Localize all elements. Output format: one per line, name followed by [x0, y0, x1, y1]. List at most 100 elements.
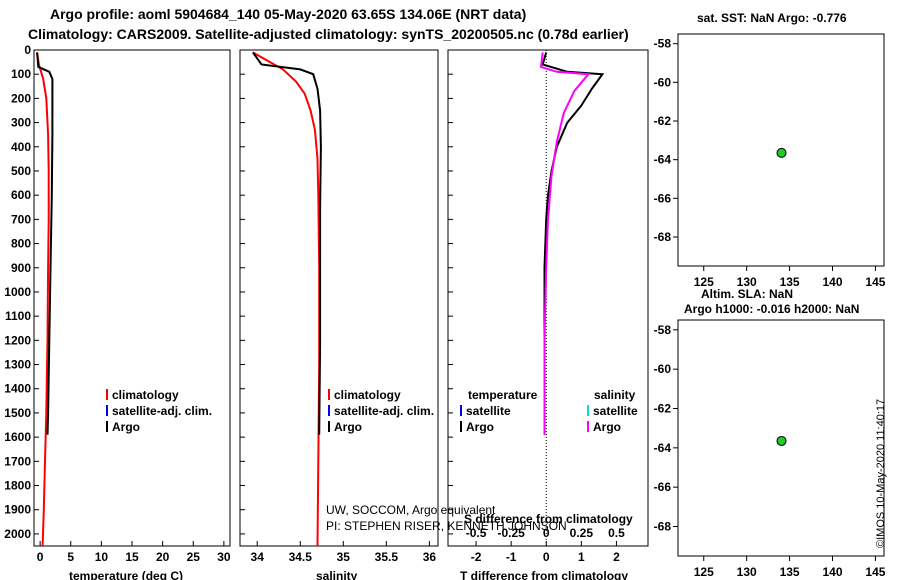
difference-x-axis-label: T difference from climatology — [460, 569, 628, 580]
sst_map-xtick-label: 130 — [737, 275, 757, 289]
temperature-xtick-label: 25 — [187, 550, 201, 564]
depth-tick-label: 400 — [11, 140, 31, 154]
salinity-xtick-label: 34.5 — [289, 550, 313, 564]
sst_map-xtick-label: 125 — [694, 275, 714, 289]
sst_map-xtick-label: 145 — [865, 275, 885, 289]
depth-tick-label: 1900 — [4, 503, 31, 517]
salinity-xtick-label: 34 — [251, 550, 265, 564]
temperature-legend-argo-label: Argo — [112, 420, 140, 434]
salinity-xtick-label: 36 — [423, 550, 437, 564]
sst_map-xtick-label: 135 — [780, 275, 800, 289]
depth-tick-label: 1400 — [4, 382, 31, 396]
sst_map-frame — [677, 33, 885, 267]
temperature-xtick-label: 5 — [67, 550, 74, 564]
sst_map-ytick-label: -66 — [654, 191, 672, 205]
sla_map-ytick-label: -66 — [654, 480, 672, 494]
depth-tick-label: 1100 — [5, 309, 31, 323]
salinity-legend-climatology-label: climatology — [334, 388, 401, 402]
temperature-xtick-label: 30 — [217, 550, 231, 564]
temperature-xtick-label: 20 — [156, 550, 170, 564]
page-title-line1: Argo profile: aoml 5904684_140 05-May-20… — [50, 6, 527, 22]
sla_map-xtick-label: 130 — [737, 565, 757, 579]
depth-tick-label: 100 — [11, 67, 31, 81]
salinity-xtick-label: 35.5 — [375, 550, 399, 564]
difference-legend-salinity-title: salinity — [594, 388, 636, 402]
depth-tick-label: 1700 — [4, 454, 31, 468]
temperature-series-argo — [36, 52, 54, 435]
depth-tick-label: 500 — [11, 164, 31, 178]
depth-tick-label: 1300 — [4, 358, 31, 372]
sst-map-title: sat. SST: NaN Argo: -0.776 — [697, 11, 847, 25]
difference-legend-t-argo-label: Argo — [466, 420, 494, 434]
depth-tick-label: 1600 — [4, 430, 31, 444]
imos-stamp: ©IMOS 10-May-2020 11:40:17 — [875, 398, 887, 548]
sal-diff-tick-label: 0 — [543, 526, 550, 540]
temperature-xtick-label: 15 — [125, 550, 139, 564]
sla-map-title-line2: Argo h1000: -0.016 h2000: NaN — [684, 302, 859, 316]
temperature-legend-satellite-label: satellite-adj. clim. — [112, 404, 212, 418]
depth-tick-label: 900 — [11, 261, 31, 275]
difference-series-s-difference-argo- — [539, 52, 591, 435]
salinity-legend-argo-label: Argo — [334, 420, 362, 434]
sal-diff-tick-label: -0.5 — [466, 526, 487, 540]
depth-tick-label: 200 — [11, 91, 31, 105]
sla-map-title-line1: Altim. SLA: NaN — [701, 287, 793, 301]
sst_map-ytick-label: -68 — [654, 230, 672, 244]
credit-line2: PI: STEPHEN RISER, KENNETH JOHNSON — [326, 519, 567, 533]
difference-panel-frame — [447, 49, 649, 547]
sla_map-ytick-label: -60 — [654, 362, 672, 376]
depth-tick-label: 600 — [11, 188, 31, 202]
depth-tick-label: 1500 — [4, 406, 31, 420]
sla_map-xtick-label: 145 — [865, 565, 885, 579]
sst_map-ytick-label: -64 — [654, 153, 672, 167]
sla_map-xtick-label: 125 — [694, 565, 714, 579]
sla_map-ytick-label: -58 — [654, 323, 672, 337]
difference-legend-s-argo-label: Argo — [593, 420, 621, 434]
credit-line1: UW, SOCCOM, Argo equivalent — [326, 503, 496, 517]
depth-tick-label: 1000 — [4, 285, 31, 299]
depth-tick-label: 2000 — [4, 527, 31, 541]
sst_map-ytick-label: -62 — [654, 114, 672, 128]
salinity-xtick-label: 35 — [337, 550, 351, 564]
sal-diff-axis-label: S difference from climatology — [464, 512, 633, 526]
sla_map-xtick-label: 135 — [780, 565, 800, 579]
sst_map-ytick-label: -58 — [654, 37, 672, 51]
temperature-legend-climatology-label: climatology — [112, 388, 179, 402]
depth-tick-label: 800 — [11, 237, 31, 251]
depth-tick-label: 1200 — [4, 333, 31, 347]
difference-xtick-label: 2 — [613, 550, 620, 564]
temperature-panel-frame — [33, 49, 231, 547]
sla_map-ytick-label: -68 — [654, 520, 672, 534]
temperature-xtick-label: 0 — [37, 550, 44, 564]
difference-xtick-label: -2 — [471, 550, 482, 564]
depth-tick-label: 1800 — [4, 479, 31, 493]
sla_map-ytick-label: -62 — [654, 402, 672, 416]
sal-diff-tick-label: -0.25 — [497, 526, 525, 540]
sal-diff-tick-label: 0.5 — [608, 526, 625, 540]
sla_map-ytick-label: -64 — [654, 441, 672, 455]
difference-series-t-difference-argo- — [541, 52, 605, 435]
difference-legend-s-satellite-label: satellite — [593, 404, 638, 418]
difference-legend-t-satellite-label: satellite — [466, 404, 511, 418]
difference-xtick-label: -1 — [506, 550, 517, 564]
depth-tick-label: 0 — [24, 43, 31, 57]
sal-diff-tick-label: 0.25 — [570, 526, 594, 540]
sla_map-float-marker — [776, 435, 787, 446]
sst_map-float-marker — [776, 147, 787, 158]
sla_map-xtick-label: 140 — [822, 565, 842, 579]
sst_map-ytick-label: -60 — [654, 75, 672, 89]
difference-xtick-label: 0 — [543, 550, 550, 564]
page-title-line2: Climatology: CARS2009. Satellite-adjuste… — [28, 26, 629, 42]
difference-xtick-label: 1 — [578, 550, 585, 564]
temperature-xtick-label: 10 — [95, 550, 109, 564]
salinity-series-climatology — [252, 51, 321, 547]
depth-tick-label: 700 — [11, 212, 31, 226]
salinity-series-argo — [252, 51, 322, 435]
salinity-legend-satellite-label: satellite-adj. clim. — [334, 404, 434, 418]
depth-tick-label: 300 — [11, 116, 31, 130]
temperature-series-climatology — [36, 52, 50, 547]
salinity-panel-frame — [239, 49, 439, 547]
sla_map-frame — [677, 319, 885, 557]
sst_map-xtick-label: 140 — [822, 275, 842, 289]
